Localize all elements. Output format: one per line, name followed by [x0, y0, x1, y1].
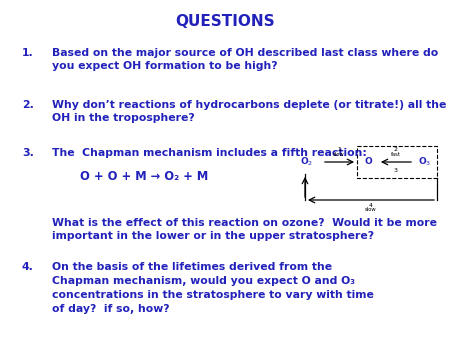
Text: 2.: 2.	[22, 100, 34, 110]
Text: 4.: 4.	[22, 262, 34, 272]
Text: QUESTIONS: QUESTIONS	[175, 14, 275, 29]
Text: 4: 4	[369, 203, 373, 208]
Bar	[357, 146, 437, 178]
Text: 3: 3	[394, 168, 398, 172]
Text: On the basis of the lifetimes derived from the: On the basis of the lifetimes derived fr…	[52, 262, 332, 272]
Text: The  Chapman mechanism includes a fifth reaction:: The Chapman mechanism includes a fifth r…	[52, 148, 367, 158]
Text: O: O	[364, 158, 372, 167]
Text: 2: 2	[394, 147, 398, 152]
Text: Based on the major source of OH described last class where do
you expect OH form: Based on the major source of OH describe…	[52, 48, 438, 71]
Text: Chapman mechanism, would you expect O and O₃: Chapman mechanism, would you expect O an…	[52, 276, 355, 286]
Text: 3.: 3.	[22, 148, 34, 158]
Text: slow: slow	[333, 152, 345, 157]
Text: Why don’t reactions of hydrocarbons deplete (or titrate!) all the
OH in the trop: Why don’t reactions of hydrocarbons depl…	[52, 100, 446, 123]
Text: O$_2$: O$_2$	[300, 156, 313, 168]
Text: What is the effect of this reaction on ozone?  Would it be more
important in the: What is the effect of this reaction on o…	[52, 218, 437, 241]
Text: slow: slow	[365, 207, 377, 212]
Text: fast: fast	[391, 152, 401, 157]
Text: concentrations in the stratosphere to vary with time: concentrations in the stratosphere to va…	[52, 290, 374, 300]
Text: 1.: 1.	[22, 48, 34, 58]
Text: of day?  if so, how?: of day? if so, how?	[52, 304, 170, 314]
Text: O$_3$: O$_3$	[418, 156, 431, 168]
Text: O + O + M → O₂ + M: O + O + M → O₂ + M	[80, 170, 208, 183]
Text: 1: 1	[337, 147, 341, 152]
